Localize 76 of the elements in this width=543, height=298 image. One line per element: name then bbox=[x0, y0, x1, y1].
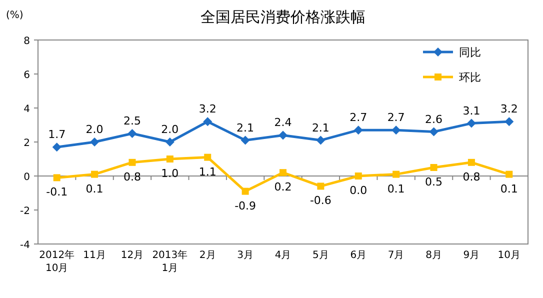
point bbox=[280, 169, 286, 176]
data-label: 2.1 bbox=[312, 121, 330, 134]
data-label: 2.7 bbox=[350, 111, 368, 124]
y-tick-label: 8 bbox=[24, 36, 30, 47]
x-tick-label: 7月 bbox=[388, 250, 404, 261]
data-label: 0.2 bbox=[274, 180, 292, 194]
data-label: 0.5 bbox=[425, 176, 443, 188]
legend-label: 环比 bbox=[459, 71, 481, 84]
point bbox=[90, 138, 100, 146]
data-label: 1.7 bbox=[48, 128, 66, 142]
x-tick-label: 12月 bbox=[120, 250, 144, 261]
point bbox=[392, 170, 400, 178]
point bbox=[91, 170, 98, 178]
point bbox=[165, 138, 174, 146]
point bbox=[204, 154, 212, 161]
y-tick-label: 0 bbox=[24, 172, 30, 183]
point bbox=[128, 158, 136, 166]
y-tick-label: 4 bbox=[24, 104, 30, 115]
data-label: 3.2 bbox=[500, 102, 518, 116]
x-tick-label: 3月 bbox=[237, 250, 254, 261]
point bbox=[53, 174, 60, 182]
data-label: -0.9 bbox=[234, 199, 256, 212]
data-label: 0.1 bbox=[387, 182, 405, 196]
point bbox=[203, 117, 212, 126]
x-tick-label: 8月 bbox=[426, 250, 442, 261]
point bbox=[468, 158, 475, 166]
data-label: 3.1 bbox=[462, 104, 480, 118]
x-tick-label: 11月 bbox=[83, 250, 106, 261]
point bbox=[240, 136, 250, 145]
point bbox=[354, 126, 363, 135]
point bbox=[504, 117, 514, 126]
point bbox=[430, 164, 438, 171]
point bbox=[128, 129, 137, 138]
data-label: 2.5 bbox=[123, 114, 141, 128]
x-tick-label: 5月 bbox=[312, 250, 329, 261]
y-tick-label: -4 bbox=[20, 240, 30, 251]
data-label: 0.0 bbox=[350, 184, 368, 197]
point bbox=[278, 130, 288, 140]
data-label: 2.6 bbox=[425, 112, 443, 126]
data-label: 1.0 bbox=[161, 167, 179, 180]
point bbox=[354, 172, 362, 180]
data-label: -0.6 bbox=[310, 194, 332, 208]
y-tick-label: -2 bbox=[20, 206, 30, 217]
x-tick-label: 2012年 10月 bbox=[39, 249, 75, 274]
x-tick-label: 6月 bbox=[350, 250, 367, 261]
data-label: 1.1 bbox=[198, 165, 216, 178]
data-label: 0.8 bbox=[462, 170, 480, 184]
x-tick-label: 9月 bbox=[463, 250, 480, 261]
data-label: -0.1 bbox=[46, 186, 68, 199]
x-tick-label: 4月 bbox=[274, 250, 292, 261]
data-label: 2.7 bbox=[387, 111, 405, 124]
point bbox=[52, 142, 62, 152]
data-label: 2.4 bbox=[274, 116, 292, 130]
data-label: 2.0 bbox=[86, 123, 104, 136]
data-label: 3.2 bbox=[198, 102, 216, 116]
y-axis-title: (%) bbox=[6, 10, 24, 21]
point bbox=[429, 127, 438, 136]
point bbox=[506, 170, 513, 178]
y-tick-label: 2 bbox=[24, 138, 30, 149]
chart-title: 全国居民消费价格涨跌幅 bbox=[200, 8, 366, 26]
point bbox=[242, 188, 249, 195]
point bbox=[316, 136, 326, 145]
point bbox=[166, 156, 174, 162]
x-tick-label: 2013年 1月 bbox=[152, 249, 188, 274]
x-tick-label: 2月 bbox=[199, 250, 216, 261]
x-tick-label: 10月 bbox=[498, 250, 521, 261]
point bbox=[392, 126, 401, 135]
data-label: 0.1 bbox=[500, 182, 518, 196]
data-label: 0.8 bbox=[123, 170, 141, 184]
point bbox=[466, 118, 476, 128]
legend-label: 同比 bbox=[459, 46, 481, 59]
data-label: 2.0 bbox=[161, 123, 179, 136]
point bbox=[317, 182, 324, 190]
data-label: 2.1 bbox=[236, 121, 254, 134]
y-tick-label: 6 bbox=[24, 70, 30, 81]
data-label: 0.1 bbox=[86, 182, 104, 196]
